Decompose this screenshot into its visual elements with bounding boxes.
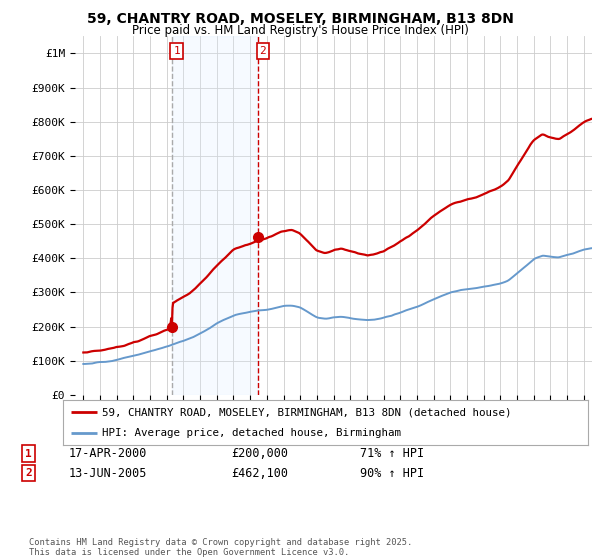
Text: 1: 1 (25, 449, 32, 459)
Point (94, 409, 101, 416)
Point (67, 409, 74, 416)
Text: 90% ↑ HPI: 90% ↑ HPI (360, 466, 424, 480)
Text: 1: 1 (173, 46, 180, 56)
Text: 71% ↑ HPI: 71% ↑ HPI (360, 447, 424, 460)
Text: 2: 2 (259, 46, 266, 56)
Text: £462,100: £462,100 (231, 466, 288, 480)
Text: 17-APR-2000: 17-APR-2000 (69, 447, 148, 460)
Text: 59, CHANTRY ROAD, MOSELEY, BIRMINGHAM, B13 8DN (detached house): 59, CHANTRY ROAD, MOSELEY, BIRMINGHAM, B… (103, 408, 512, 418)
Text: 59, CHANTRY ROAD, MOSELEY, BIRMINGHAM, B13 8DN: 59, CHANTRY ROAD, MOSELEY, BIRMINGHAM, B… (86, 12, 514, 26)
Text: £200,000: £200,000 (231, 447, 288, 460)
Text: Contains HM Land Registry data © Crown copyright and database right 2025.
This d: Contains HM Land Registry data © Crown c… (29, 538, 412, 557)
Text: 2: 2 (25, 468, 32, 478)
Bar (172, 36, 257, 395)
Text: 13-JUN-2005: 13-JUN-2005 (69, 466, 148, 480)
Point (94, 430, 101, 436)
Point (67, 430, 74, 436)
Text: HPI: Average price, detached house, Birmingham: HPI: Average price, detached house, Birm… (103, 428, 401, 438)
Text: Price paid vs. HM Land Registry's House Price Index (HPI): Price paid vs. HM Land Registry's House … (131, 24, 469, 37)
